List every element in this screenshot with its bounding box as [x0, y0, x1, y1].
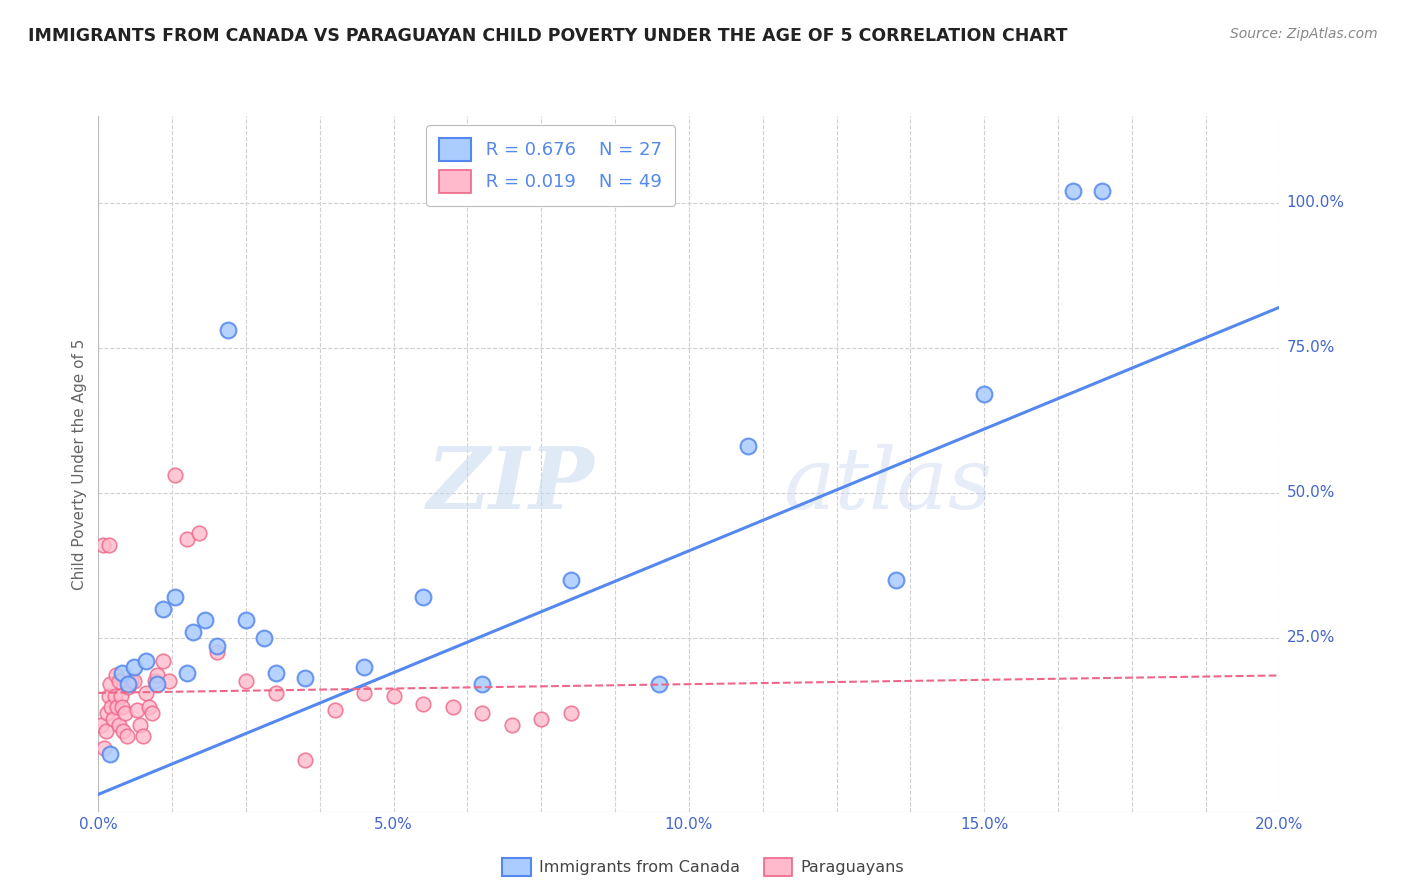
Point	[253, 631, 276, 645]
Point	[120, 674, 142, 689]
Point	[98, 689, 121, 703]
Point	[114, 706, 136, 721]
Point	[91, 538, 114, 552]
Text: atlas: atlas	[783, 443, 993, 526]
Point	[132, 730, 155, 744]
Point	[1091, 184, 1114, 198]
Point	[165, 591, 187, 605]
Point	[294, 671, 316, 685]
Point	[441, 700, 464, 714]
Point	[884, 573, 907, 587]
Text: Source: ZipAtlas.com: Source: ZipAtlas.com	[1230, 27, 1378, 41]
Point	[152, 601, 174, 615]
Text: 50.0%: 50.0%	[1286, 485, 1334, 500]
Text: IMMIGRANTS FROM CANADA VS PARAGUAYAN CHILD POVERTY UNDER THE AGE OF 5 CORRELATIO: IMMIGRANTS FROM CANADA VS PARAGUAYAN CHI…	[28, 27, 1067, 45]
Point	[152, 654, 174, 668]
Point	[176, 532, 198, 546]
Point	[108, 717, 131, 731]
Point	[112, 723, 135, 738]
Point	[146, 677, 169, 691]
Point	[143, 674, 166, 689]
Text: 100.0%: 100.0%	[1286, 195, 1344, 211]
Point	[108, 674, 131, 689]
Point	[122, 674, 145, 689]
Point	[471, 677, 494, 691]
Point	[323, 703, 346, 717]
Point	[135, 654, 157, 668]
Point	[100, 700, 122, 714]
Point	[111, 700, 134, 714]
Point	[235, 674, 257, 689]
Point	[90, 717, 112, 731]
Y-axis label: Child Poverty Under the Age of 5: Child Poverty Under the Age of 5	[72, 338, 87, 590]
Point	[93, 740, 115, 755]
Point	[235, 614, 257, 628]
Point	[471, 706, 494, 721]
Text: 25.0%: 25.0%	[1286, 631, 1334, 645]
Point	[205, 645, 228, 659]
Point	[1062, 184, 1084, 198]
Point	[157, 674, 180, 689]
Point	[648, 677, 671, 691]
Point	[103, 712, 125, 726]
Point	[98, 747, 121, 761]
Point	[412, 698, 434, 712]
Point	[264, 665, 287, 680]
Point	[294, 752, 316, 766]
Point	[117, 677, 139, 691]
Point	[217, 323, 239, 337]
Point	[560, 573, 582, 587]
Point	[560, 706, 582, 721]
Point	[205, 640, 228, 654]
Point	[412, 591, 434, 605]
Point	[176, 665, 198, 680]
Point	[194, 614, 217, 628]
Point	[973, 387, 995, 401]
Point	[353, 660, 375, 674]
Point	[135, 686, 157, 700]
Point	[105, 668, 128, 682]
Point	[98, 538, 121, 552]
Point	[141, 706, 163, 721]
Point	[125, 703, 148, 717]
Point	[117, 680, 139, 694]
Point	[737, 440, 759, 454]
Point	[122, 660, 145, 674]
Point	[110, 689, 132, 703]
Point	[104, 689, 127, 703]
Legend: Immigrants from Canada, Paraguayans: Immigrants from Canada, Paraguayans	[494, 849, 912, 884]
Point	[530, 712, 553, 726]
Point	[165, 468, 187, 483]
Point	[138, 700, 160, 714]
Point	[181, 624, 204, 639]
Point	[105, 700, 128, 714]
Point	[146, 668, 169, 682]
Point	[96, 706, 118, 721]
Point	[111, 665, 134, 680]
Point	[115, 730, 138, 744]
Text: ZIP: ZIP	[426, 443, 595, 526]
Point	[94, 723, 117, 738]
Point	[353, 686, 375, 700]
Point	[264, 686, 287, 700]
Point	[98, 677, 121, 691]
Point	[501, 717, 523, 731]
Point	[187, 526, 209, 541]
Point	[382, 689, 405, 703]
Point	[128, 717, 150, 731]
Text: 75.0%: 75.0%	[1286, 341, 1334, 355]
Legend:  R = 0.676    N = 27,  R = 0.019    N = 49: R = 0.676 N = 27, R = 0.019 N = 49	[426, 125, 675, 206]
